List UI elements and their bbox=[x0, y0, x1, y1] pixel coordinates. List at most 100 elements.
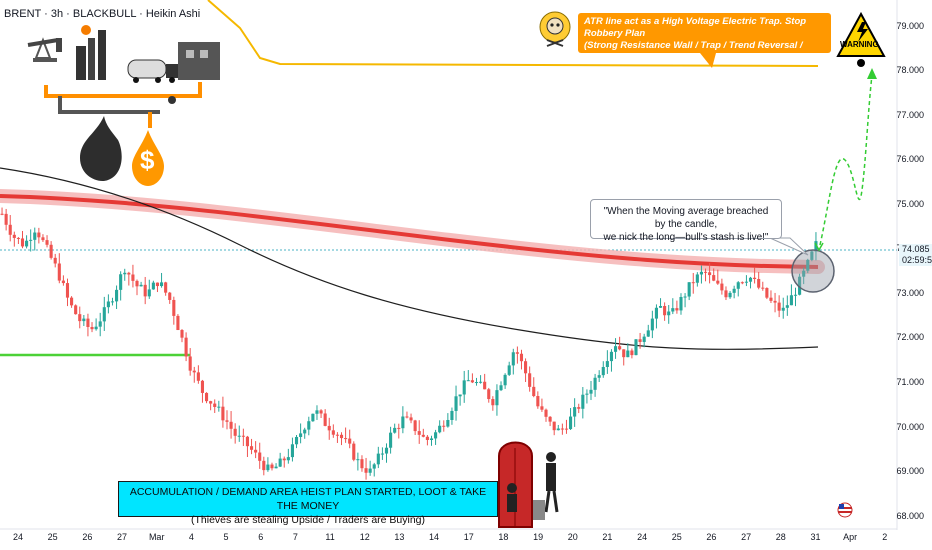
candle-body bbox=[266, 464, 270, 471]
candle-body bbox=[716, 280, 720, 284]
candle-body bbox=[487, 389, 491, 400]
breakout-circle bbox=[791, 249, 835, 293]
candle-body bbox=[417, 431, 421, 435]
y-tick-label: 68.000 bbox=[896, 510, 924, 521]
candle-body bbox=[319, 410, 323, 414]
candle-body bbox=[151, 282, 155, 290]
candle-body bbox=[221, 406, 225, 421]
x-tick-label: 26 bbox=[82, 532, 93, 542]
candle-body bbox=[311, 413, 315, 422]
candle-body bbox=[454, 396, 458, 411]
candle-body bbox=[793, 294, 798, 296]
candle-body bbox=[528, 373, 532, 387]
candle-body bbox=[438, 425, 442, 433]
candle-body bbox=[687, 282, 691, 297]
candle-body bbox=[814, 241, 818, 252]
candle-body bbox=[78, 314, 82, 322]
x-tick-label: 24 bbox=[637, 532, 648, 542]
candle-body bbox=[536, 396, 540, 407]
x-tick-label: 13 bbox=[394, 532, 405, 542]
candle-body bbox=[262, 460, 266, 471]
chart-header[interactable]: BRENT · 3h · BLACKBULL · Heikin Ashi bbox=[4, 8, 201, 20]
y-tick-label: 77.000 bbox=[896, 109, 924, 120]
x-tick-label: 19 bbox=[533, 532, 544, 542]
candle-body bbox=[278, 458, 282, 467]
candle-body bbox=[376, 453, 380, 465]
accum-line1: ACCUMULATION / DEMAND AREA HEIST PLAN ST… bbox=[129, 486, 487, 512]
candle-body bbox=[127, 272, 131, 275]
skull-sun-icon bbox=[539, 11, 571, 47]
candle-body bbox=[593, 377, 597, 390]
x-tick-label: 25 bbox=[47, 532, 58, 542]
candle-body bbox=[638, 339, 642, 342]
candle-body bbox=[94, 326, 98, 330]
candle-body bbox=[483, 381, 487, 390]
candle-body bbox=[507, 365, 511, 375]
y-tick-label: 76.000 bbox=[896, 154, 924, 165]
candle-body bbox=[384, 447, 389, 454]
y-tick-label: 72.000 bbox=[896, 332, 924, 343]
candle-body bbox=[12, 234, 16, 238]
candle-body bbox=[213, 403, 217, 407]
candle-body bbox=[466, 380, 470, 382]
dollar-sign-label: $ bbox=[140, 145, 155, 175]
candle-body bbox=[290, 444, 294, 458]
ma-black-line bbox=[0, 167, 819, 350]
candle-body bbox=[29, 239, 33, 241]
candle-body bbox=[630, 350, 634, 356]
candle-body bbox=[708, 272, 712, 276]
candle-body bbox=[658, 306, 663, 308]
candle-body bbox=[249, 446, 254, 450]
candle-body bbox=[769, 297, 773, 301]
x-tick-label: 25 bbox=[671, 532, 682, 542]
x-tick-label: 2 bbox=[882, 532, 888, 542]
candle-body bbox=[736, 282, 740, 289]
x-tick-label: 14 bbox=[429, 532, 440, 542]
candle-body bbox=[753, 277, 757, 279]
countdown-label: 02:59:50 bbox=[899, 255, 932, 266]
candle-body bbox=[106, 301, 110, 308]
candle-body bbox=[675, 308, 679, 311]
candle-body bbox=[695, 274, 699, 283]
atr-annotation-line1: ATR line act as a High Voltage Electric … bbox=[584, 16, 807, 39]
candle-body bbox=[344, 438, 348, 440]
atr-annotation: ATR line act as a High Voltage Electric … bbox=[578, 13, 831, 63]
x-tick-label: 31 bbox=[810, 532, 821, 542]
candle-body bbox=[429, 438, 434, 440]
candle-body bbox=[184, 337, 188, 357]
candle-body bbox=[41, 237, 45, 241]
candle-body bbox=[380, 453, 384, 455]
candle-body bbox=[785, 305, 789, 308]
x-tick-label: 24 bbox=[12, 532, 24, 542]
candle-body bbox=[421, 434, 425, 437]
candle-body bbox=[646, 330, 650, 337]
candle-body bbox=[237, 435, 241, 437]
candle-body bbox=[532, 386, 536, 397]
candle-body bbox=[200, 380, 205, 393]
candle-body bbox=[613, 346, 618, 352]
atr-annotation-line2: (Strong Resistance Wall / Trap / Trend R… bbox=[584, 40, 803, 63]
candle-body bbox=[548, 416, 552, 422]
x-tick-label: 18 bbox=[498, 532, 509, 542]
candle-body bbox=[425, 436, 429, 440]
candle-body bbox=[254, 449, 258, 453]
x-tick-label: 27 bbox=[741, 532, 752, 542]
candle-body bbox=[82, 318, 86, 322]
candle-body bbox=[348, 438, 352, 444]
candle-body bbox=[20, 238, 25, 247]
last-price-label: 74.085 bbox=[899, 244, 932, 255]
candle-body bbox=[773, 300, 777, 303]
candle-body bbox=[569, 416, 573, 430]
candle-body bbox=[65, 283, 70, 298]
candle-body bbox=[61, 280, 65, 284]
candle-body bbox=[155, 282, 160, 287]
candle-body bbox=[544, 409, 548, 417]
candle-body bbox=[642, 336, 646, 342]
x-tick-label: 7 bbox=[292, 532, 298, 542]
candle-body bbox=[229, 421, 233, 429]
candle-body bbox=[372, 464, 376, 469]
candle-body bbox=[560, 428, 564, 430]
candle-body bbox=[552, 421, 556, 431]
